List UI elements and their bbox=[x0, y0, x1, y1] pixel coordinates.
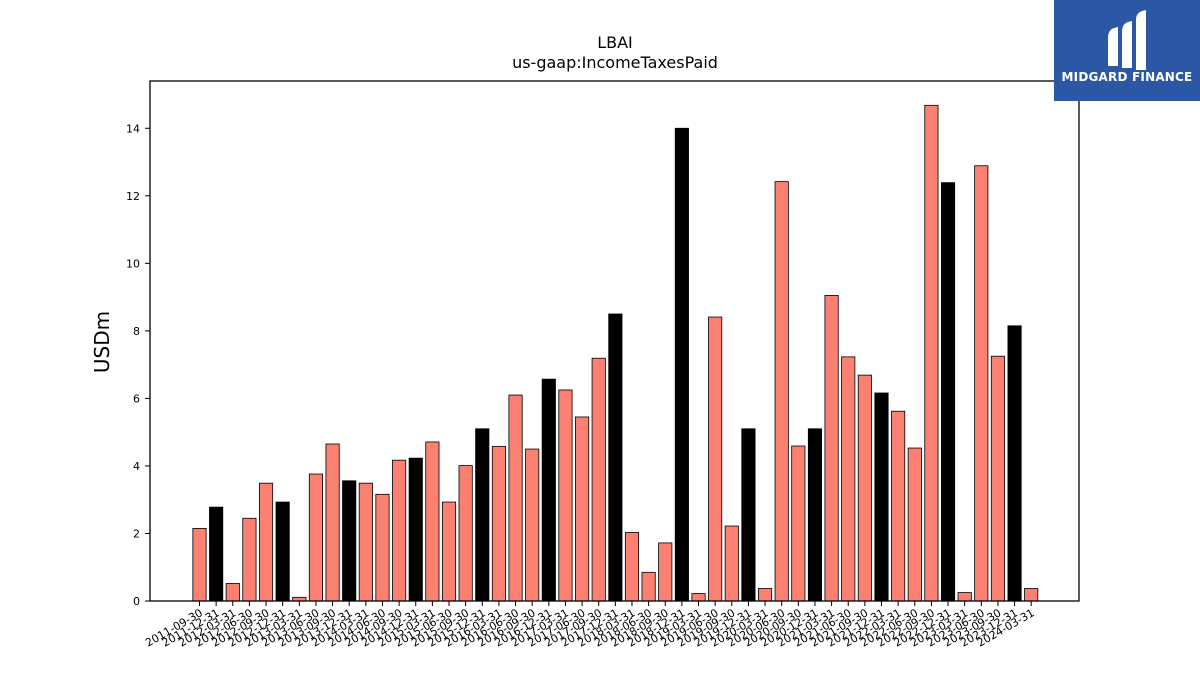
bar-2015-12-31 bbox=[475, 428, 490, 602]
bar-2013-09-30 bbox=[325, 443, 340, 602]
bar-2012-12-31 bbox=[275, 501, 290, 602]
bar-2022-06-30 bbox=[907, 447, 922, 602]
bar-2013-06-30 bbox=[308, 473, 323, 602]
bar-2011-12-31 bbox=[209, 506, 224, 602]
bar-2018-06-30 bbox=[641, 571, 656, 602]
bar-2012-09-30 bbox=[258, 482, 274, 602]
bar-2021-06-30 bbox=[841, 356, 856, 602]
y-tick-label: 8 bbox=[133, 325, 140, 338]
midgard-finance-logo: MIDGARD FINANCE bbox=[1054, 0, 1200, 101]
y-tick-label: 12 bbox=[126, 190, 140, 203]
bars-group bbox=[192, 104, 1039, 602]
bar-2019-09-30 bbox=[724, 525, 739, 602]
bar-2015-09-30 bbox=[458, 465, 473, 602]
bar-2023-03-31 bbox=[957, 592, 972, 602]
bar-2017-03-31 bbox=[558, 389, 573, 602]
logo-text: MIDGARD FINANCE bbox=[1061, 70, 1193, 84]
bar-2016-12-31 bbox=[541, 378, 556, 602]
bar-2017-09-30 bbox=[591, 357, 606, 602]
bar-2023-12-31 bbox=[1007, 325, 1022, 602]
bar-2014-12-31 bbox=[408, 457, 423, 602]
bar-2018-03-31 bbox=[624, 532, 640, 602]
y-tick-label: 10 bbox=[126, 257, 140, 270]
bar-2021-03-31 bbox=[824, 295, 839, 602]
x-axis: 2011-09-302011-12-312012-03-312012-06-30… bbox=[143, 601, 1037, 650]
bar-2018-09-30 bbox=[658, 542, 673, 602]
y-tick-label: 4 bbox=[133, 460, 140, 473]
bar-2016-09-30 bbox=[525, 448, 540, 602]
bar-2023-09-30 bbox=[990, 355, 1005, 602]
y-tick-label: 0 bbox=[133, 595, 140, 608]
bar-2020-12-31 bbox=[807, 428, 823, 602]
bar-2021-12-31 bbox=[874, 392, 889, 602]
bar-2012-06-30 bbox=[242, 517, 257, 602]
chart-subtitle: us-gaap:IncomeTaxesPaid bbox=[512, 53, 718, 72]
bar-2015-03-31 bbox=[425, 441, 440, 602]
bar-2012-03-31 bbox=[225, 583, 240, 602]
bar-2015-06-30 bbox=[441, 501, 457, 602]
chart-title: LBAI bbox=[597, 33, 633, 52]
bar-2014-09-30 bbox=[392, 459, 407, 602]
bar-2017-12-31 bbox=[608, 313, 623, 602]
y-tick-label: 6 bbox=[133, 392, 140, 405]
bar-2014-06-30 bbox=[375, 493, 390, 602]
y-tick-label: 14 bbox=[126, 122, 140, 135]
bar-2011-09-30 bbox=[192, 528, 207, 602]
y-tick-label: 2 bbox=[133, 527, 140, 540]
bar-2016-03-31 bbox=[491, 445, 506, 602]
bar-2021-09-30 bbox=[857, 374, 872, 602]
y-axis: 0 2 4 6 8 10 12 14 bbox=[126, 122, 150, 608]
bar-2018-12-31 bbox=[674, 127, 689, 602]
bar-2016-06-30 bbox=[508, 394, 523, 602]
bar-2019-12-31 bbox=[741, 428, 756, 602]
bar-2023-06-30 bbox=[974, 165, 989, 602]
bar-2024-03-31 bbox=[1024, 588, 1039, 602]
bar-2019-06-30 bbox=[708, 316, 723, 602]
bar-2022-09-30 bbox=[924, 104, 939, 602]
midgard-finance-logo-icon bbox=[1108, 10, 1146, 70]
bar-2013-12-31 bbox=[342, 480, 357, 602]
bar-2022-12-31 bbox=[940, 182, 956, 602]
bar-2022-03-31 bbox=[891, 410, 906, 602]
bar-2019-03-31 bbox=[691, 593, 706, 602]
bar-2020-09-30 bbox=[791, 445, 806, 602]
bar-2020-06-30 bbox=[774, 181, 789, 602]
bar-2020-03-31 bbox=[758, 588, 773, 602]
bar-2014-03-31 bbox=[358, 482, 373, 602]
plot-frame bbox=[149, 80, 1080, 602]
bar-2017-06-30 bbox=[575, 416, 590, 602]
y-axis-label: USDm bbox=[90, 311, 114, 373]
